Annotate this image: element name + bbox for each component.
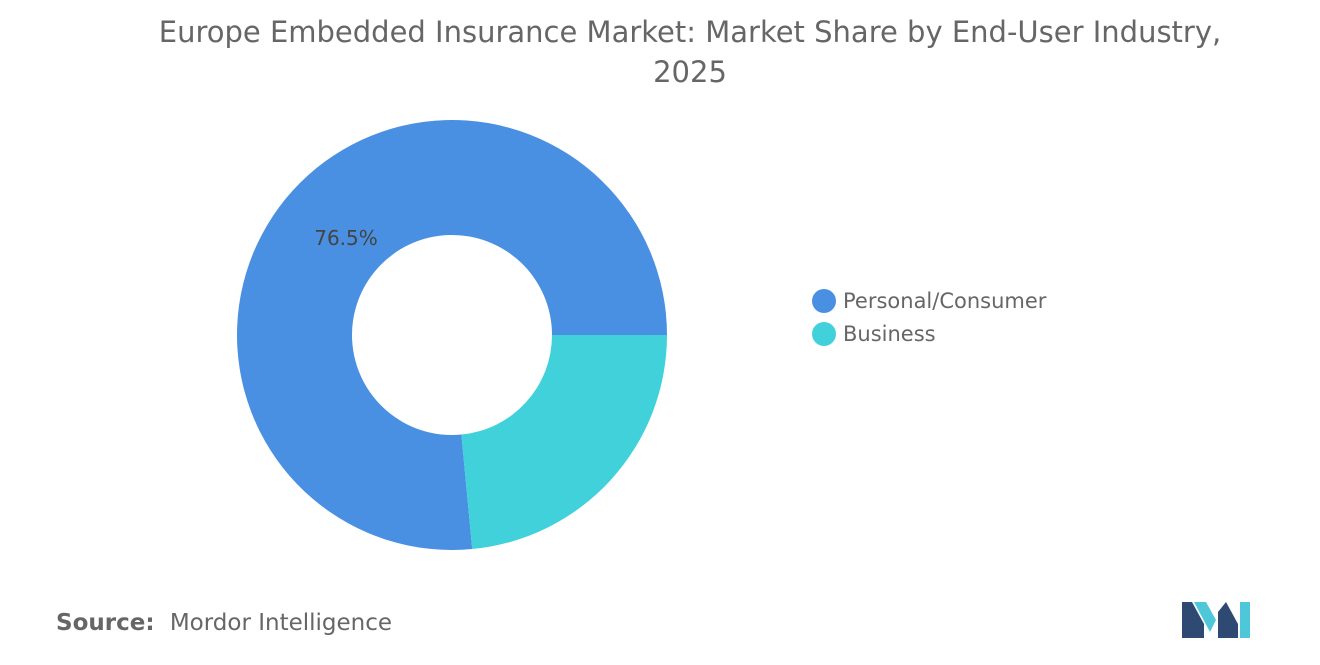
legend-item-personal-consumer: Personal/Consumer (812, 284, 1046, 317)
donut-chart: 76.5% (237, 120, 667, 550)
legend: Personal/Consumer Business (812, 284, 1046, 350)
chart-title-line-1: Europe Embedded Insurance Market: Market… (158, 15, 1222, 49)
chart-title: Europe Embedded Insurance Market: Market… (0, 12, 1320, 92)
logo-shape-bar (1240, 602, 1250, 638)
logo-shape-right (1218, 602, 1238, 638)
legend-label-personal-consumer: Personal/Consumer (843, 288, 1047, 313)
source-note: Source: Mordor Intelligence (56, 610, 392, 636)
donut-slice-personal-consumer (237, 120, 667, 550)
legend-item-business: Business (812, 317, 1046, 350)
legend-label-business: Business (843, 321, 936, 346)
source-label: Source: (56, 610, 155, 636)
data-label-personal-consumer: 76.5% (314, 226, 378, 250)
donut-slice-business (461, 335, 667, 550)
legend-swatch-personal-consumer (812, 288, 836, 313)
mordor-intelligence-logo-icon (1182, 602, 1250, 638)
logo-shape-middle (1194, 602, 1216, 632)
source-text: Mordor Intelligence (169, 610, 393, 636)
chart-title-line-2: 2025 (653, 55, 727, 89)
legend-swatch-business (812, 321, 836, 346)
logo-shape-left (1182, 602, 1204, 638)
